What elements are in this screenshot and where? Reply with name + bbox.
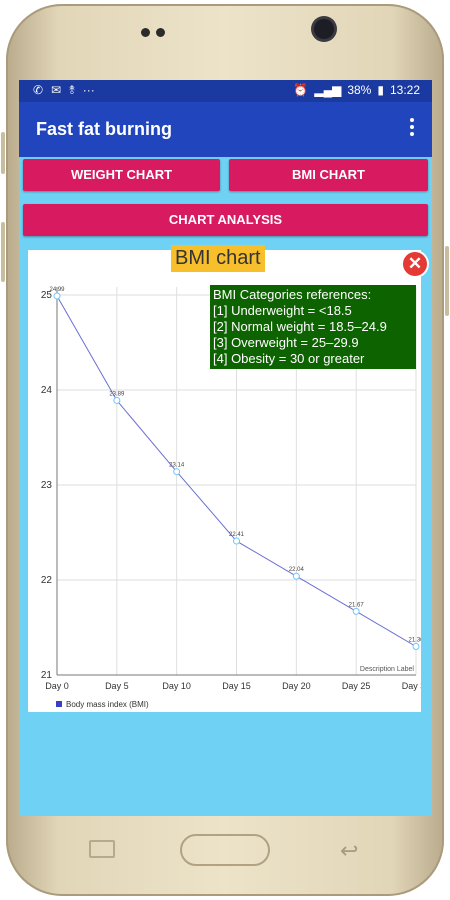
home-button[interactable] — [180, 834, 270, 866]
y-tick-label: 21 — [41, 670, 53, 681]
y-tick-label: 23 — [41, 480, 53, 491]
y-tick-label: 24 — [41, 385, 53, 396]
x-tick-label: Day 20 — [282, 681, 311, 691]
bmi-reference-item: [1] Underweight = <18.5 — [213, 303, 352, 318]
power-button — [445, 246, 449, 316]
alarm-icon: ⏰ — [293, 83, 309, 97]
data-point — [113, 396, 121, 404]
x-tick-label: Day 5 — [105, 681, 129, 691]
data-label: 21.30 — [408, 638, 421, 644]
data-point — [53, 292, 61, 300]
whatsapp-icon: ✆ — [33, 83, 44, 97]
screen: ✆ ✉ ⥉ ··· ⏰ ▂▄▆ 38% ▮ 13:22 Fast fat burnin… — [19, 80, 432, 816]
usb-icon: ⥉ — [69, 83, 75, 97]
data-point — [412, 643, 420, 650]
legend-swatch — [56, 701, 62, 707]
battery-percent: 38% — [347, 83, 372, 97]
data-label: 24.99 — [49, 287, 65, 293]
data-point — [352, 607, 360, 615]
bmi-references-box: BMI Categories references: [1] Underweig… — [210, 285, 416, 369]
bmi-line-chart[interactable]: Day 0 Day 5 Day 10 Day 15 Day 20 Day 25 Day 30… — [28, 250, 430, 712]
description-label: Description Label — [360, 666, 415, 673]
data-label: 23.89 — [109, 391, 125, 397]
recent-apps-icon[interactable] — [89, 840, 115, 858]
overflow-menu-icon[interactable] — [410, 118, 416, 136]
app-bar: Fast fat burning — [19, 102, 432, 157]
status-bar: ✆ ✉ ⥉ ··· ⏰ ▂▄▆ 38% ▮ 13:22 — [19, 80, 432, 102]
bmi-reference-item: [4] Obesity = 30 or greater — [213, 351, 365, 366]
weight-chart-button[interactable]: WEIGHT CHART — [23, 159, 220, 191]
chart-panel: Day 0 Day 5 Day 10 Day 15 Day 20 Day 25 Day 30… — [28, 245, 430, 712]
bmi-reference-item: [2] Normal weight = 18.5–24.9 — [213, 319, 387, 334]
y-tick-label: 25 — [41, 290, 53, 301]
x-tick-label: Day 15 — [222, 681, 251, 691]
data-label: 22.04 — [289, 567, 305, 573]
bmi-references-heading: BMI Categories references: — [213, 287, 372, 302]
volume-button-lower — [1, 222, 5, 282]
x-tick-label: Day 25 — [342, 681, 371, 691]
volume-button — [1, 132, 5, 174]
data-point — [173, 468, 181, 476]
data-point — [233, 537, 240, 545]
data-label: 23.14 — [169, 463, 185, 469]
chart-title: BMI chart — [171, 245, 265, 272]
signal-icon: ▂▄▆ — [314, 83, 342, 97]
more-dots-icon: ··· — [82, 83, 95, 97]
y-tick-label: 22 — [41, 575, 53, 586]
mail-icon: ✉ — [51, 83, 62, 97]
clock: 13:22 — [389, 83, 420, 97]
x-tick-label: Day 0 — [45, 681, 69, 691]
front-camera — [314, 19, 334, 39]
bmi-chart-button[interactable]: BMI CHART — [229, 159, 428, 191]
close-icon[interactable]: ✕ — [403, 252, 427, 276]
bmi-reference-item: [3] Overweight = 25–29.9 — [213, 335, 359, 350]
status-notification-icons: ✆ ✉ ⥉ ··· — [33, 83, 95, 98]
x-tick-label: Day 30 — [402, 681, 421, 691]
x-tick-label: Day 10 — [162, 681, 191, 691]
back-icon[interactable]: ↩ — [340, 838, 359, 863]
chart-analysis-button[interactable]: CHART ANALYSIS — [23, 204, 428, 236]
battery-icon: ▮ — [377, 83, 384, 97]
legend-label: Body mass index (BMI) — [66, 700, 149, 709]
data-label: 22.41 — [229, 532, 245, 538]
data-label: 21.67 — [349, 602, 365, 608]
data-point — [292, 572, 300, 580]
app-title: Fast fat burning — [36, 119, 172, 139]
earpiece — [141, 28, 165, 37]
status-right: ⏰ ▂▄▆ 38% ▮ 13:22 — [293, 83, 420, 97]
